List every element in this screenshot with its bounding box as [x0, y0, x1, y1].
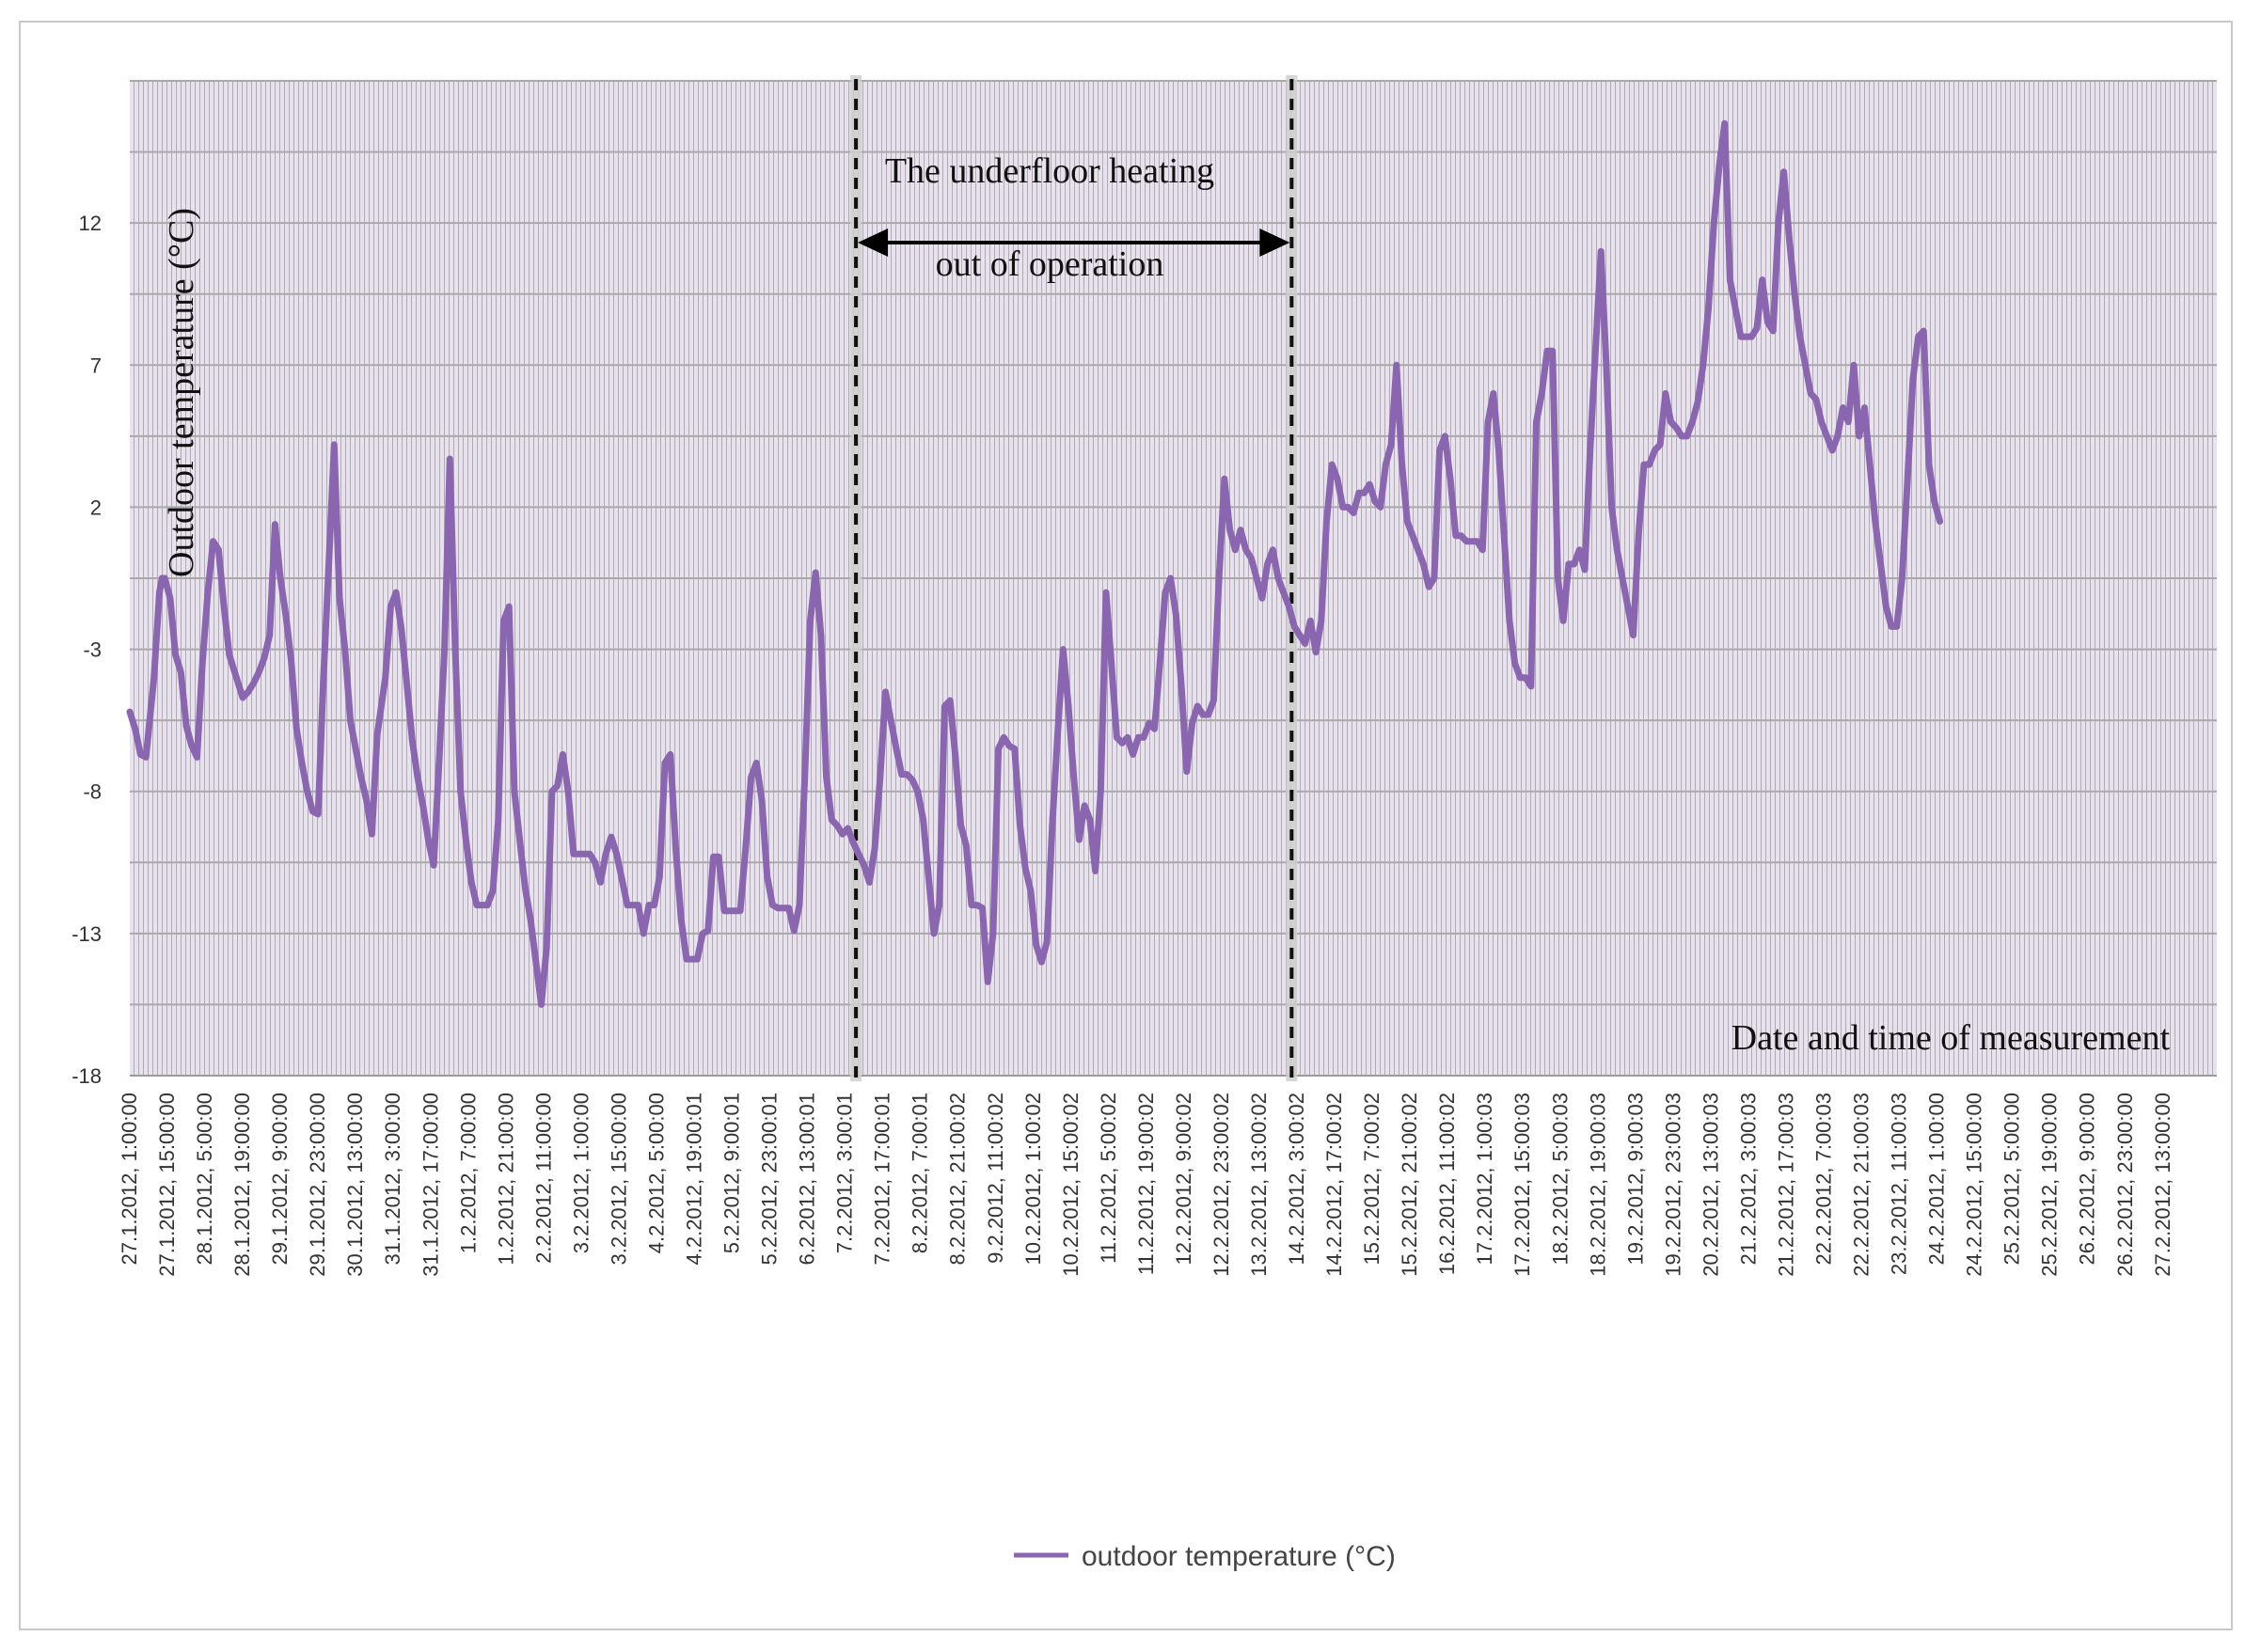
x-tick-label: 24.2.2012, 1:00:00	[1925, 1093, 1949, 1266]
x-tick-label: 17.2.2012, 15:00:03	[1510, 1093, 1534, 1277]
x-tick-label: 1.2.2012, 7:00:00	[456, 1093, 480, 1253]
x-tick-label: 8.2.2012, 21:00:02	[946, 1093, 970, 1266]
x-tick-label: 31.1.2012, 3:00:00	[381, 1093, 404, 1266]
x-tick-label: 17.2.2012, 1:00:03	[1473, 1093, 1496, 1266]
x-tick-label: 10.2.2012, 1:00:02	[1021, 1093, 1045, 1266]
y-tick-label: -13	[71, 922, 102, 946]
x-tick-label: 11.2.2012, 19:00:02	[1134, 1093, 1158, 1275]
x-tick-label: 27.1.2012, 1:00:00	[118, 1093, 141, 1266]
x-tick-label: 29.1.2012, 23:00:00	[306, 1093, 329, 1277]
period-band	[850, 75, 1298, 1085]
y-tick-label: -18	[71, 1064, 102, 1088]
x-tick-label: 4.2.2012, 19:00:01	[683, 1093, 706, 1266]
x-tick-label: 31.1.2012, 17:00:00	[419, 1093, 442, 1277]
series-layer	[126, 119, 1943, 1008]
x-tick-label: 24.2.2012, 15:00:00	[1963, 1093, 1986, 1277]
x-tick-label: 13.2.2012, 13:00:02	[1247, 1093, 1271, 1277]
x-tick-label: 2.2.2012, 11:00:00	[531, 1093, 555, 1264]
period-arrow-right-head	[1259, 228, 1290, 257]
x-tick-label: 3.2.2012, 15:00:00	[607, 1093, 630, 1266]
x-tick-label: 15.2.2012, 21:00:02	[1398, 1093, 1421, 1277]
x-tick-label: 3.2.2012, 1:00:00	[569, 1093, 593, 1253]
x-tick-label: 21.2.2012, 17:00:03	[1774, 1093, 1797, 1277]
y-tick-label: 7	[90, 354, 102, 377]
x-axis-label: Date and time of measurement	[1731, 1018, 2171, 1058]
period-arrow-left-head	[858, 228, 889, 257]
x-tick-label: 4.2.2012, 5:00:00	[644, 1093, 668, 1253]
x-tick-label: 18.2.2012, 19:00:03	[1586, 1093, 1609, 1277]
x-axis: 27.1.2012, 1:00:00 27.1.2012, 15:00:00 28.…	[118, 1093, 2174, 1277]
x-tick-label: 21.2.2012, 3:00:03	[1736, 1093, 1760, 1266]
x-tick-label: 28.1.2012, 5:00:00	[193, 1093, 216, 1266]
x-tick-label: 28.1.2012, 19:00:00	[230, 1093, 254, 1277]
x-tick-label: 7.2.2012, 17:00:01	[871, 1093, 894, 1266]
x-tick-label: 19.2.2012, 23:00:03	[1661, 1093, 1684, 1277]
y-tick-label: -3	[83, 638, 102, 662]
legend-label: outdoor temperature (°C)	[1082, 1541, 1396, 1572]
x-tick-label: 19.2.2012, 9:00:03	[1623, 1093, 1647, 1266]
x-tick-label: 27.1.2012, 15:00:00	[155, 1093, 179, 1277]
series-line-outdoor-temperature	[126, 119, 1943, 1008]
x-tick-label: 25.2.2012, 5:00:00	[2000, 1093, 2024, 1266]
x-tick-label: 26.2.2012, 9:00:00	[2076, 1093, 2099, 1266]
x-tick-label: 5.2.2012, 23:00:01	[758, 1093, 782, 1266]
x-tick-label: 22.2.2012, 21:00:03	[1850, 1093, 1874, 1277]
y-tick-label: -8	[83, 780, 102, 804]
x-tick-label: 1.2.2012, 21:00:00	[494, 1093, 517, 1266]
x-tick-label: 25.2.2012, 19:00:00	[2038, 1093, 2062, 1277]
x-tick-label: 11.2.2012, 5:00:02	[1097, 1093, 1120, 1264]
x-tick-label: 14.2.2012, 3:00:02	[1285, 1093, 1308, 1266]
y-tick-label: 12	[79, 212, 102, 235]
x-tick-label: 30.1.2012, 13:00:00	[343, 1093, 367, 1277]
x-tick-label: 15.2.2012, 7:00:02	[1360, 1093, 1383, 1266]
x-tick-label: 23.2.2012, 11:00:03	[1888, 1093, 1911, 1275]
x-tick-label: 8.2.2012, 7:00:01	[909, 1093, 932, 1253]
x-tick-label: 10.2.2012, 15:00:02	[1059, 1093, 1083, 1277]
x-tick-label: 27.2.2012, 13:00:00	[2151, 1093, 2174, 1277]
y-axis: -18 -13 -8 -3 2 7 12	[71, 212, 102, 1088]
chart-frame: -18 -13 -8 -3 2 7 12 27.1.2012, 1:00:00 27.1.20…	[19, 21, 2233, 1630]
x-tick-label: 20.2.2012, 13:00:03	[1699, 1093, 1722, 1277]
y-axis-label: Outdoor temperature (°C)	[162, 208, 201, 577]
gridlines	[130, 80, 2217, 1077]
y-tick-label: 2	[90, 496, 102, 519]
legend: outdoor temperature (°C)	[1014, 1541, 1396, 1572]
x-tick-label: 22.2.2012, 7:00:03	[1812, 1093, 1836, 1266]
period-label-bottom: out of operation	[936, 244, 1164, 284]
period-label-top: The underfloor heating	[885, 151, 1214, 191]
x-tick-label: 9.2.2012, 11:00:02	[984, 1093, 1007, 1264]
x-tick-label: 14.2.2012, 17:00:02	[1322, 1093, 1346, 1277]
x-tick-label: 12.2.2012, 23:00:02	[1210, 1093, 1233, 1277]
x-tick-label: 29.1.2012, 9:00:00	[268, 1093, 292, 1266]
x-tick-label: 12.2.2012, 9:00:02	[1172, 1093, 1195, 1266]
x-tick-label: 7.2.2012, 3:00:01	[833, 1093, 857, 1253]
x-tick-label: 5.2.2012, 9:00:01	[720, 1093, 744, 1253]
x-tick-label: 18.2.2012, 5:00:03	[1548, 1093, 1572, 1266]
x-tick-label: 26.2.2012, 23:00:00	[2113, 1093, 2137, 1277]
x-tick-label: 16.2.2012, 11:00:02	[1435, 1093, 1459, 1275]
x-tick-label: 6.2.2012, 13:00:01	[796, 1093, 819, 1266]
